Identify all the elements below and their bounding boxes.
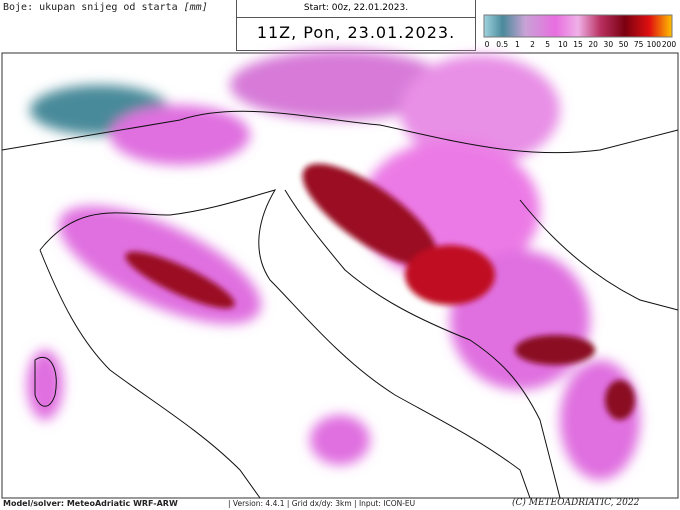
colorbar-label: 15	[573, 40, 583, 49]
footer-version: Version: 4.4.1	[232, 499, 285, 508]
colorbar-label: 200	[662, 40, 677, 49]
colorbar-label: 100	[647, 40, 662, 49]
colorbar-label: 1	[515, 40, 520, 49]
snow-field	[27, 50, 640, 480]
footer-input: Input: ICON-EU	[358, 499, 416, 508]
colorbar-label: 5	[545, 40, 550, 49]
colorbar-label: 0.5	[496, 40, 508, 49]
footer-copyright: (C) METEOADRIATIC, 2022	[512, 498, 640, 508]
colorbar-label: 0	[485, 40, 490, 49]
colorbar-label: 75	[634, 40, 644, 49]
legend-unit: [mm]	[183, 2, 208, 13]
legend-title: Boje: ukupan snijeg od starta [mm]	[3, 2, 208, 13]
colorbar-label: 2	[530, 40, 535, 49]
start-time: Start: 00z, 22.01.2023.	[237, 0, 475, 18]
snow-core	[125, 163, 635, 420]
colorbar	[483, 14, 673, 38]
footer-model: Model/solver: MeteoAdriatic WRF-ARW	[3, 499, 178, 508]
colorbar-label: 30	[604, 40, 614, 49]
valid-time: 11Z, Pon, 23.01.2023.	[256, 23, 456, 42]
colorbar-label: 10	[558, 40, 568, 49]
coastlines	[1, 110, 679, 499]
footer-grid: Grid dx/dy: 3km	[291, 499, 352, 508]
colorbar-label: 50	[619, 40, 629, 49]
colorbar-label: 20	[588, 40, 598, 49]
footer-info: | Version: 4.4.1 | Grid dx/dy: 3km | Inp…	[228, 499, 416, 508]
legend-title-text: Boje: ukupan snijeg od starta	[3, 2, 178, 13]
